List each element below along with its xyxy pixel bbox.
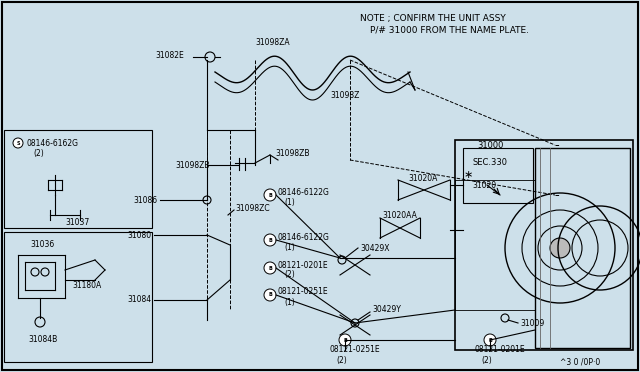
Text: 31020A: 31020A <box>408 173 437 183</box>
Bar <box>455 140 633 350</box>
Text: 31098Z: 31098Z <box>330 90 360 99</box>
Bar <box>535 148 630 348</box>
Text: (1): (1) <box>284 298 295 307</box>
Text: 31180A: 31180A <box>72 280 101 289</box>
Text: P/# 31000 FROM THE NAME PLATE.: P/# 31000 FROM THE NAME PLATE. <box>370 26 529 35</box>
Text: (2): (2) <box>481 356 492 365</box>
Text: ∗: ∗ <box>463 170 473 180</box>
Text: (2): (2) <box>33 148 44 157</box>
Text: 30429X: 30429X <box>360 244 390 253</box>
Text: 31086: 31086 <box>134 196 158 205</box>
Text: B: B <box>343 337 347 343</box>
Circle shape <box>484 334 496 346</box>
Text: B: B <box>268 237 272 243</box>
Circle shape <box>264 189 276 201</box>
Text: 31084B: 31084B <box>28 336 57 344</box>
Text: 31084: 31084 <box>128 295 152 305</box>
Text: (1): (1) <box>284 243 295 251</box>
Text: 31098ZA: 31098ZA <box>255 38 290 46</box>
Text: 31036: 31036 <box>30 240 54 248</box>
Bar <box>4 232 152 362</box>
Text: S: S <box>16 141 20 145</box>
Text: NOTE ; CONFIRM THE UNIT ASSY: NOTE ; CONFIRM THE UNIT ASSY <box>360 13 506 22</box>
Text: (2): (2) <box>284 270 295 279</box>
Text: B: B <box>268 192 272 198</box>
Text: 08121-0251E: 08121-0251E <box>330 346 381 355</box>
Text: 08121-0201E: 08121-0201E <box>278 260 328 269</box>
Text: 31080: 31080 <box>128 231 152 240</box>
Circle shape <box>13 138 23 148</box>
Text: 08146-6162G: 08146-6162G <box>26 138 78 148</box>
Text: 31009: 31009 <box>520 318 544 327</box>
Text: (2): (2) <box>336 356 347 365</box>
Circle shape <box>264 234 276 246</box>
Text: 08121-0251E: 08121-0251E <box>278 288 328 296</box>
Circle shape <box>264 289 276 301</box>
Circle shape <box>550 238 570 258</box>
Text: SEC.330: SEC.330 <box>472 157 508 167</box>
Text: 31020: 31020 <box>472 180 496 189</box>
Text: 31098ZC: 31098ZC <box>235 203 269 212</box>
Text: 31098ZB: 31098ZB <box>175 160 209 170</box>
Text: B: B <box>268 292 272 298</box>
Text: 31098ZB: 31098ZB <box>275 148 310 157</box>
Text: 31020AA: 31020AA <box>382 211 417 219</box>
Text: 08146-6122G: 08146-6122G <box>278 187 330 196</box>
Text: ^3 0 /0P·0: ^3 0 /0P·0 <box>560 357 600 366</box>
Text: 08121-0201E: 08121-0201E <box>475 346 525 355</box>
Text: 31000: 31000 <box>477 141 503 150</box>
Circle shape <box>339 334 351 346</box>
Text: (1): (1) <box>284 198 295 206</box>
Circle shape <box>264 262 276 274</box>
Text: 31037: 31037 <box>65 218 89 227</box>
Bar <box>4 130 152 228</box>
Text: B: B <box>268 266 272 270</box>
Text: B: B <box>488 337 492 343</box>
Text: 30429Y: 30429Y <box>372 305 401 314</box>
Text: 31082E: 31082E <box>155 51 184 60</box>
Bar <box>463 148 533 203</box>
Text: 08146-6122G: 08146-6122G <box>278 232 330 241</box>
